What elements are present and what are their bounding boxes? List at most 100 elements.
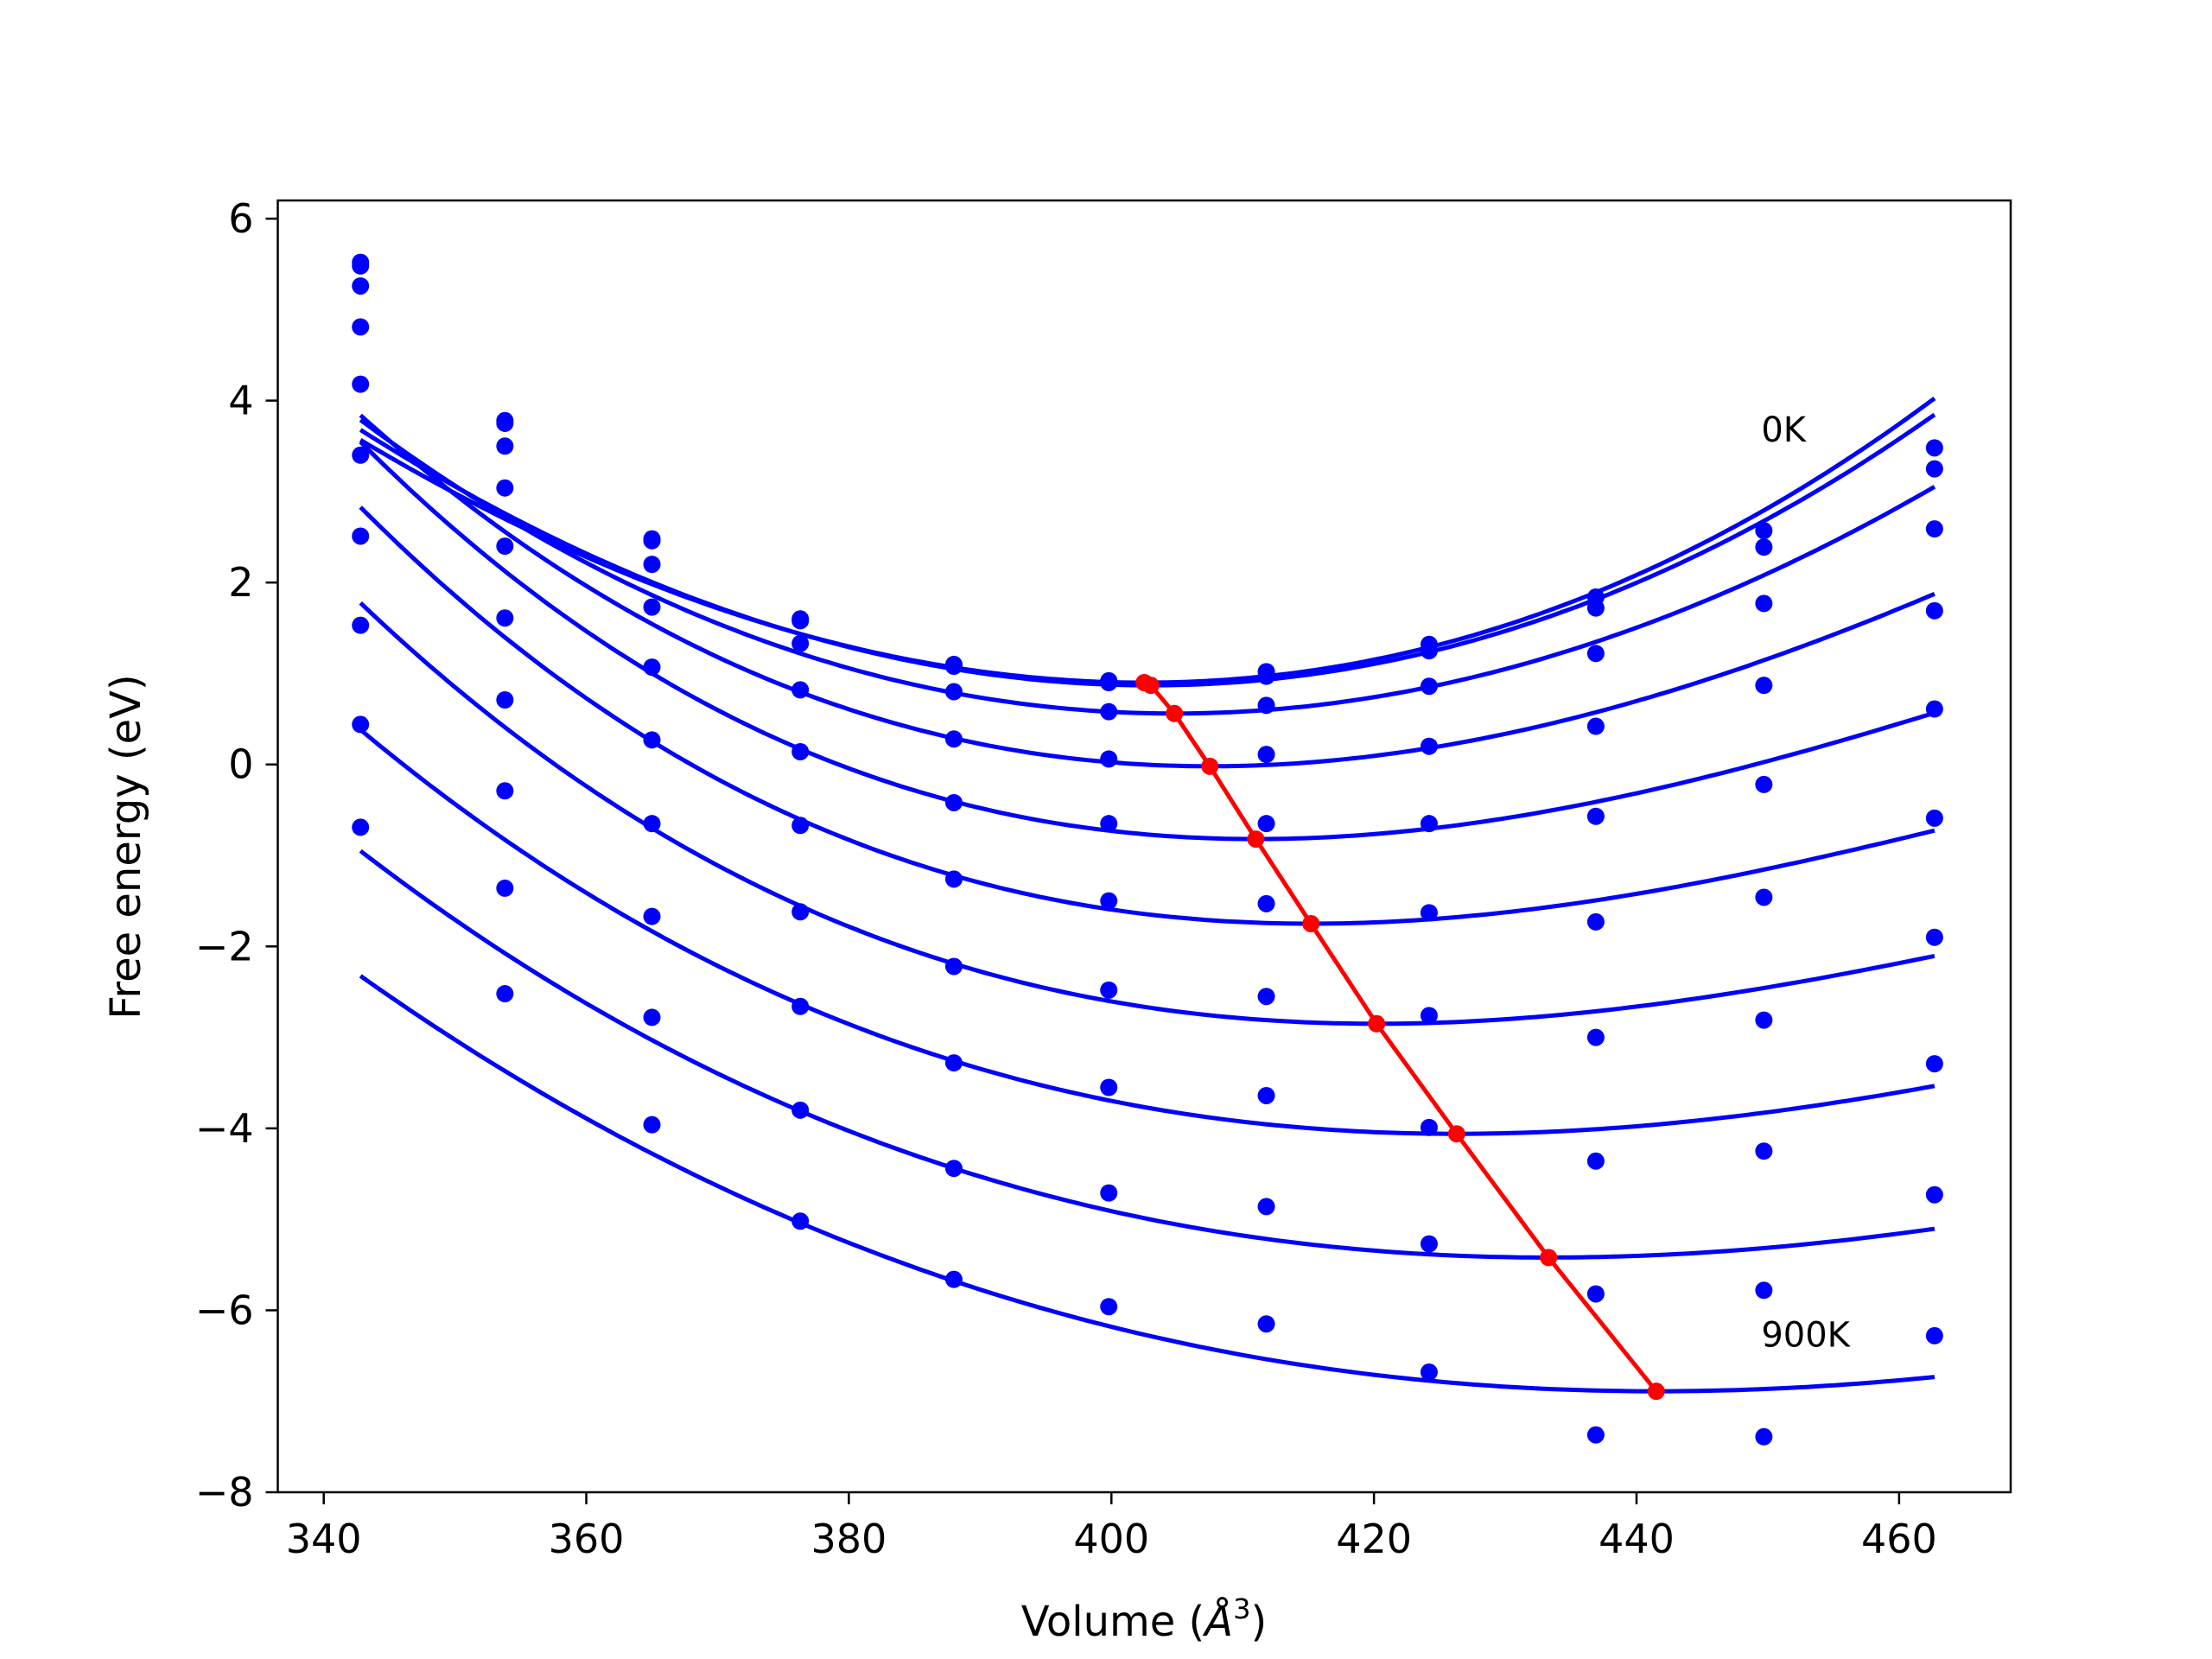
data-point — [1925, 700, 1943, 718]
data-point — [352, 818, 370, 836]
data-point — [352, 446, 370, 464]
x-tick-label: 340 — [286, 1516, 362, 1562]
y-tick-label: 6 — [228, 195, 253, 242]
data-point — [1586, 1426, 1605, 1444]
y-tick-label: 2 — [228, 559, 253, 606]
data-point — [1257, 1315, 1275, 1333]
fit-curve-10 — [359, 974, 1936, 1394]
data-point — [643, 556, 661, 574]
data-point — [1925, 460, 1943, 478]
data-point — [643, 598, 661, 616]
data-point — [1100, 892, 1118, 910]
data-point — [944, 730, 963, 748]
data-point — [496, 479, 514, 497]
data-point — [791, 612, 810, 630]
x-tick-label: 460 — [1861, 1516, 1937, 1562]
data-point — [944, 793, 963, 811]
x-tick-label: 380 — [810, 1516, 887, 1562]
data-point — [496, 879, 514, 897]
data-point — [1420, 737, 1438, 755]
y-tick-label: −2 — [195, 923, 254, 969]
data-point — [1755, 1427, 1773, 1446]
data-point — [1257, 696, 1275, 715]
minimum-point — [1247, 830, 1265, 849]
data-point — [1755, 677, 1773, 695]
data-point — [791, 817, 810, 835]
data-point — [1586, 1285, 1605, 1303]
data-point — [1755, 1281, 1773, 1300]
data-point — [1755, 522, 1773, 540]
data-point — [352, 715, 370, 734]
annotations: 0K 900K — [1761, 410, 1851, 1356]
data-point — [643, 531, 661, 550]
data-point — [1257, 667, 1275, 685]
data-point — [1257, 1086, 1275, 1104]
minimum-point — [1201, 757, 1219, 775]
data-point — [791, 1101, 810, 1119]
data-point — [1100, 1298, 1118, 1316]
fit-curve-8 — [359, 728, 1936, 1136]
data-point — [1586, 645, 1605, 663]
data-point — [1100, 750, 1118, 768]
data-point — [791, 681, 810, 699]
data-point — [791, 634, 810, 652]
data-point — [1100, 673, 1118, 691]
data-point — [1257, 815, 1275, 833]
y-tick-label: −4 — [195, 1105, 254, 1152]
data-point — [1100, 1078, 1118, 1096]
data-point — [1100, 1184, 1118, 1202]
data-point — [1755, 538, 1773, 556]
x-tick-label: 440 — [1599, 1516, 1675, 1562]
fit-curve-2 — [359, 412, 1936, 688]
data-point — [1586, 1152, 1605, 1170]
data-point — [1586, 912, 1605, 931]
data-point — [496, 985, 514, 1003]
data-point — [791, 997, 810, 1015]
data-point — [352, 257, 370, 275]
annotation-label: 900K — [1761, 1316, 1851, 1356]
data-point — [1925, 809, 1943, 827]
fit-curve-6 — [359, 505, 1936, 926]
minima-line-group — [1135, 673, 1665, 1401]
fit-curve-9 — [359, 849, 1936, 1260]
data-point — [1925, 439, 1943, 457]
data-point — [1257, 1198, 1275, 1216]
data-point — [1755, 1142, 1773, 1160]
data-point — [1586, 807, 1605, 825]
data-point — [1100, 815, 1118, 833]
data-point — [944, 870, 963, 888]
data-point — [352, 276, 370, 295]
data-point — [944, 683, 963, 701]
data-point — [643, 815, 661, 833]
y-tick-label: −6 — [195, 1287, 254, 1333]
fit-curve-4 — [359, 413, 1936, 769]
data-point — [944, 1054, 963, 1072]
plot-frame — [276, 199, 2012, 1494]
data-point — [1100, 981, 1118, 999]
data-point — [496, 782, 514, 800]
y-axis-ticks: −8 −6 −4 −2 0 2 4 6 — [195, 195, 278, 1516]
minimum-point — [1141, 677, 1160, 695]
data-point — [1420, 1363, 1438, 1382]
data-point — [1420, 677, 1438, 696]
data-point — [1925, 928, 1943, 946]
data-point — [1257, 746, 1275, 764]
data-point — [1586, 1028, 1605, 1046]
data-point — [791, 903, 810, 921]
data-point — [1420, 642, 1438, 660]
data-point — [643, 1008, 661, 1027]
data-point — [791, 743, 810, 761]
minima-line — [1143, 680, 1658, 1393]
data-point — [1420, 1007, 1438, 1025]
data-point — [1755, 888, 1773, 906]
x-axis-ticks: 340 360 380 400 420 440 460 — [286, 1492, 1937, 1562]
x-tick-label: 400 — [1073, 1516, 1149, 1562]
minimum-point — [1368, 1014, 1386, 1033]
data-point — [1586, 717, 1605, 735]
data-point — [496, 437, 514, 455]
data-point — [1755, 1011, 1773, 1029]
minimum-point — [1302, 914, 1320, 932]
y-axis-label: Free energy (eV) — [102, 674, 150, 1019]
data-point — [1257, 894, 1275, 912]
